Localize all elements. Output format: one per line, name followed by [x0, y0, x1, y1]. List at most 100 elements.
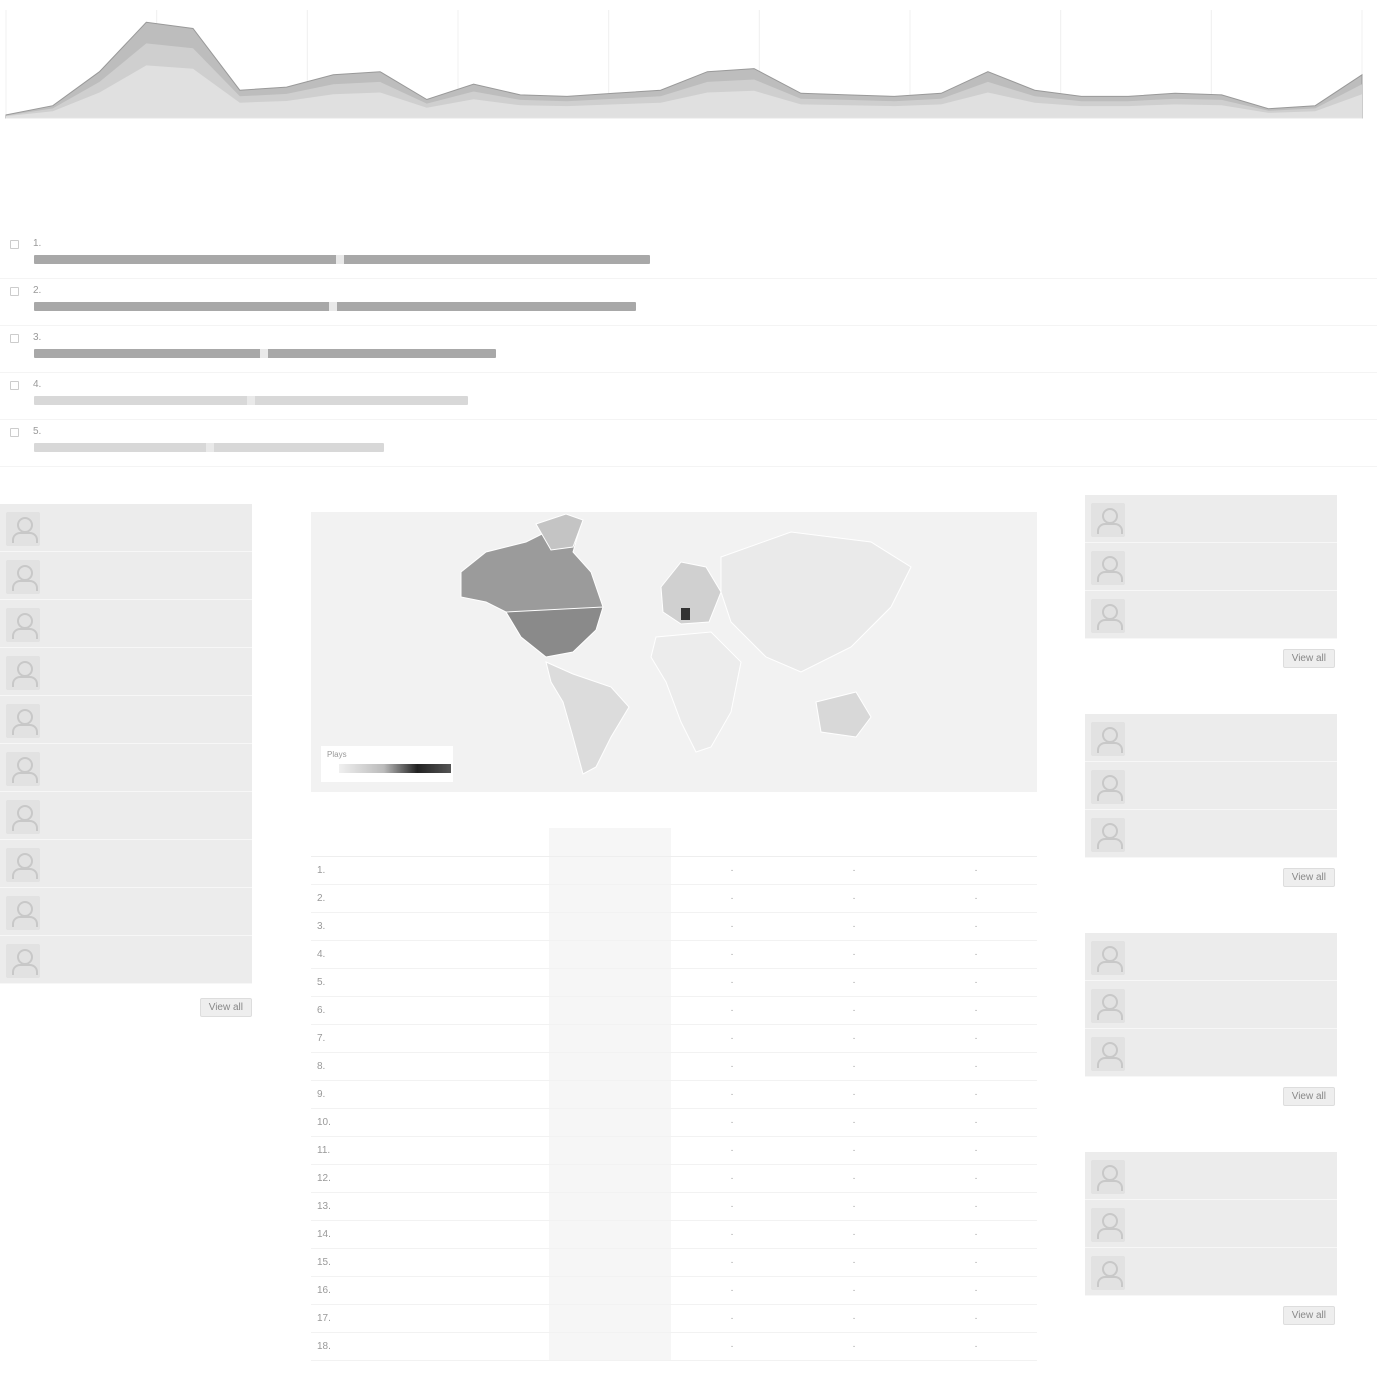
table-row[interactable]: 3. · · · [311, 912, 1037, 941]
map-legend-gradient [339, 764, 451, 773]
track-checkbox[interactable] [10, 381, 19, 390]
avatar[interactable] [1091, 1037, 1125, 1071]
user-list-item[interactable] [0, 792, 252, 840]
table-row[interactable]: 5. · · · [311, 968, 1037, 997]
table-row[interactable]: 10. · · · [311, 1108, 1037, 1137]
table-row[interactable]: 2. · · · [311, 884, 1037, 913]
country-likes: · [793, 1080, 915, 1109]
user-list-item[interactable] [1085, 714, 1337, 762]
listeners-view-all-button[interactable]: View all [199, 998, 252, 1017]
user-list-item[interactable] [1085, 933, 1337, 981]
table-row[interactable]: 13. · · · [311, 1192, 1037, 1221]
user-list-item[interactable] [1085, 981, 1337, 1029]
avatar[interactable] [1091, 1256, 1125, 1290]
country-cell: 12. [311, 1164, 471, 1193]
avatar[interactable] [1091, 1208, 1125, 1242]
table-row[interactable]: 18. · · · [311, 1332, 1037, 1361]
avatar[interactable] [1091, 722, 1125, 756]
user-list-item[interactable] [0, 600, 252, 648]
track-checkbox[interactable] [10, 334, 19, 343]
table-row[interactable]: 17. · · · [311, 1304, 1037, 1333]
table-row[interactable]: 9. · · · [311, 1080, 1037, 1109]
country-plays [549, 1304, 671, 1333]
user-list-item[interactable] [1085, 1200, 1337, 1248]
map-south-america[interactable] [545, 661, 630, 775]
avatar[interactable] [6, 944, 40, 978]
avatar[interactable] [6, 848, 40, 882]
user-list-item[interactable] [0, 648, 252, 696]
avatar[interactable] [1091, 818, 1125, 852]
avatar[interactable] [6, 608, 40, 642]
user-list-item[interactable] [0, 552, 252, 600]
user-list-item[interactable] [0, 888, 252, 936]
map-australia[interactable] [815, 691, 872, 738]
table-row[interactable]: 14. · · · [311, 1220, 1037, 1249]
col-comments[interactable] [915, 828, 1037, 857]
user-list-item[interactable] [1085, 591, 1337, 639]
country-cell: 5. [311, 968, 471, 997]
table-row[interactable]: 1. · · · [311, 856, 1037, 885]
track-checkbox[interactable] [10, 240, 19, 249]
avatar[interactable] [1091, 770, 1125, 804]
user-list-item[interactable] [1085, 762, 1337, 810]
user-list-item[interactable] [1085, 1248, 1337, 1296]
table-row[interactable]: 16. · · · [311, 1276, 1037, 1305]
user-list-item[interactable] [0, 936, 252, 984]
world-map[interactable]: Plays [311, 512, 1037, 792]
map-usa[interactable] [505, 606, 604, 658]
country-downloads: · [671, 996, 793, 1025]
col-plays[interactable] [549, 828, 671, 857]
avatar[interactable] [1091, 1160, 1125, 1194]
avatar[interactable] [6, 752, 40, 786]
table-row[interactable]: 4. · · · [311, 940, 1037, 969]
avatar[interactable] [6, 560, 40, 594]
map-greenland[interactable] [535, 513, 584, 551]
top-track-row[interactable]: 1. [0, 232, 1377, 279]
track-checkbox[interactable] [10, 428, 19, 437]
user-list-item[interactable] [0, 840, 252, 888]
avatar[interactable] [6, 800, 40, 834]
user-list-item[interactable] [0, 504, 252, 552]
map-europe[interactable] [660, 561, 722, 625]
user-list-item[interactable] [1085, 543, 1337, 591]
map-asia[interactable] [720, 531, 912, 673]
avatar[interactable] [1091, 503, 1125, 537]
user-list-item[interactable] [0, 696, 252, 744]
top-track-row[interactable]: 4. [0, 373, 1377, 420]
table-row[interactable]: 12. · · · [311, 1164, 1037, 1193]
user-list-item[interactable] [1085, 810, 1337, 858]
map-africa[interactable] [650, 631, 742, 753]
top-track-row[interactable]: 3. [0, 326, 1377, 373]
col-downloads[interactable] [671, 828, 793, 857]
avatar[interactable] [1091, 599, 1125, 633]
avatar[interactable] [6, 704, 40, 738]
map-highlight-country[interactable] [681, 608, 690, 620]
table-row[interactable]: 7. · · · [311, 1024, 1037, 1053]
right-box-view-all-button[interactable]: View all [1282, 1087, 1335, 1106]
user-list-item[interactable] [0, 744, 252, 792]
top-track-row[interactable]: 2. [0, 279, 1377, 326]
country-downloads: · [671, 1024, 793, 1053]
avatar[interactable] [1091, 551, 1125, 585]
user-list-item[interactable] [1085, 1029, 1337, 1077]
avatar[interactable] [1091, 989, 1125, 1023]
avatar[interactable] [6, 656, 40, 690]
right-box-view-all-button[interactable]: View all [1282, 868, 1335, 887]
right-box-view-all-button[interactable]: View all [1282, 649, 1335, 668]
avatar[interactable] [6, 512, 40, 546]
user-list-item[interactable] [1085, 1152, 1337, 1200]
top-track-row[interactable]: 5. [0, 420, 1377, 467]
table-row[interactable]: 11. · · · [311, 1136, 1037, 1165]
avatar[interactable] [1091, 941, 1125, 975]
table-row[interactable]: 6. · · · [311, 996, 1037, 1025]
avatar[interactable] [6, 896, 40, 930]
table-row[interactable]: 8. · · · [311, 1052, 1037, 1081]
col-likes[interactable] [793, 828, 915, 857]
user-list-item[interactable] [1085, 495, 1337, 543]
country-cell: 9. [311, 1080, 471, 1109]
track-checkbox[interactable] [10, 287, 19, 296]
country-downloads: · [671, 884, 793, 913]
country-likes: · [793, 1220, 915, 1249]
table-row[interactable]: 15. · · · [311, 1248, 1037, 1277]
right-box-view-all-button[interactable]: View all [1282, 1306, 1335, 1325]
